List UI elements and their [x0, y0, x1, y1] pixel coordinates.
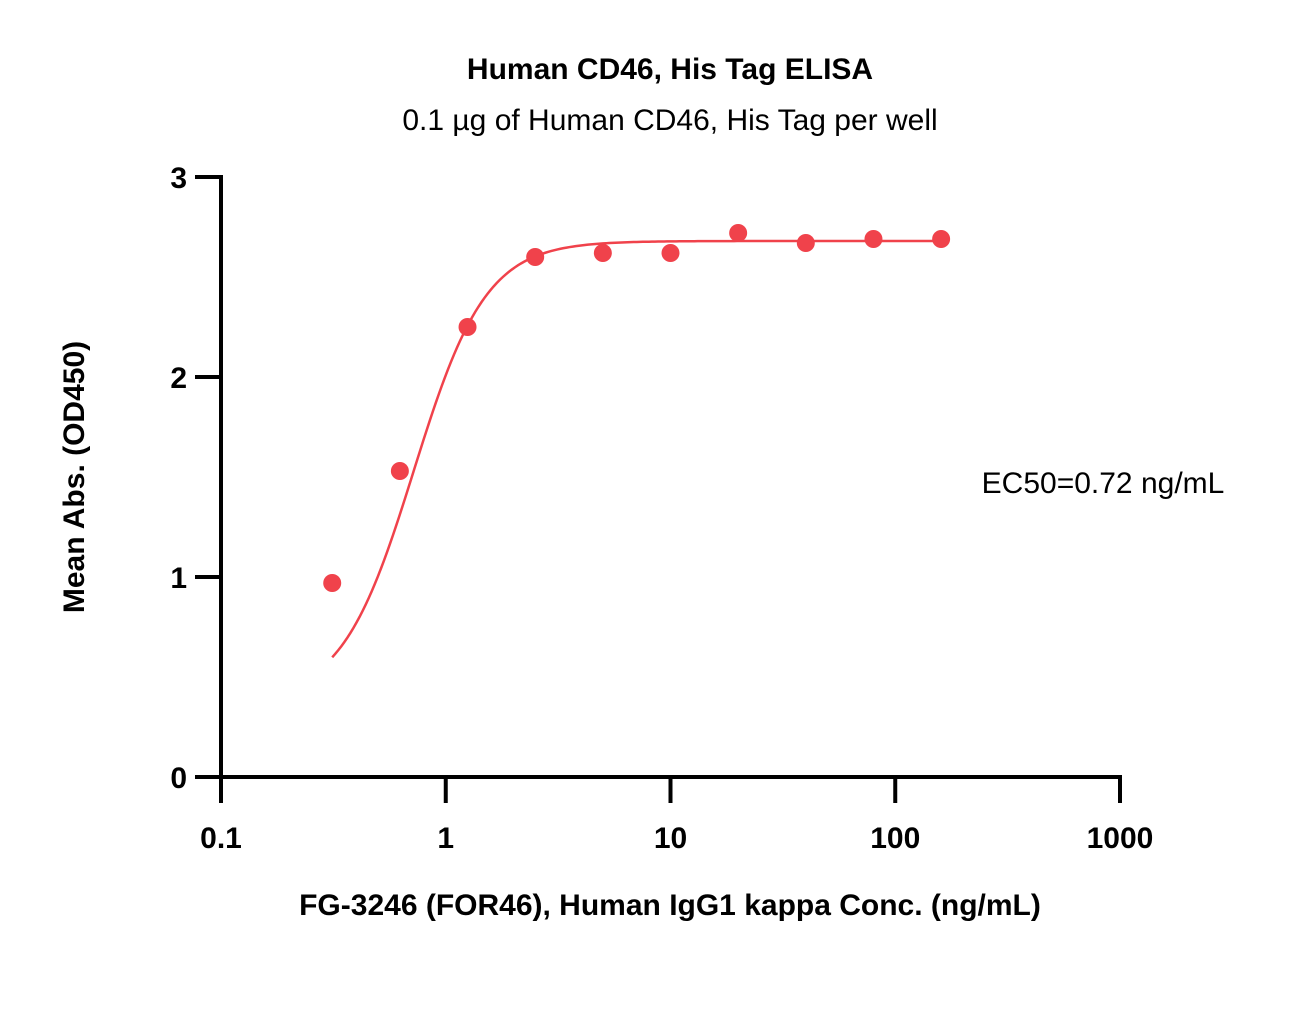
fit-curve	[331, 239, 942, 659]
x-axis-label: FG-3246 (FOR46), Human IgG1 kappa Conc. …	[299, 889, 1041, 922]
y-tick-label: 1	[170, 562, 187, 595]
data-point	[729, 224, 748, 242]
data-points	[323, 224, 951, 592]
ec50-annotation: EC50=0.72 ng/mL	[982, 467, 1225, 500]
chart-subtitle: 0.1 µg of Human CD46, His Tag per well	[402, 104, 937, 137]
tick-labels: 0 1 2 3 0.1 1 10 100 1000	[170, 162, 1153, 855]
y-axis-label: Mean Abs. (OD450)	[58, 341, 91, 613]
x-tick-label: 1000	[1087, 822, 1154, 855]
x-tick-label: 10	[654, 822, 687, 855]
x-tick-label: 100	[870, 822, 920, 855]
chart-title: Human CD46, His Tag ELISA	[467, 53, 873, 86]
data-point	[323, 574, 342, 592]
x-tick-label: 1	[437, 822, 454, 855]
data-point	[526, 248, 545, 266]
data-point	[932, 230, 951, 248]
data-point	[458, 318, 477, 336]
y-tick-label: 3	[170, 162, 187, 195]
x-tick-label: 0.1	[200, 822, 242, 855]
data-point	[864, 230, 883, 248]
y-tick-label: 2	[170, 362, 187, 395]
y-tick-label: 0	[170, 762, 187, 795]
data-point	[390, 462, 409, 480]
data-point	[593, 244, 612, 262]
axes	[195, 175, 1122, 803]
data-point	[661, 244, 680, 262]
data-point	[796, 234, 815, 252]
